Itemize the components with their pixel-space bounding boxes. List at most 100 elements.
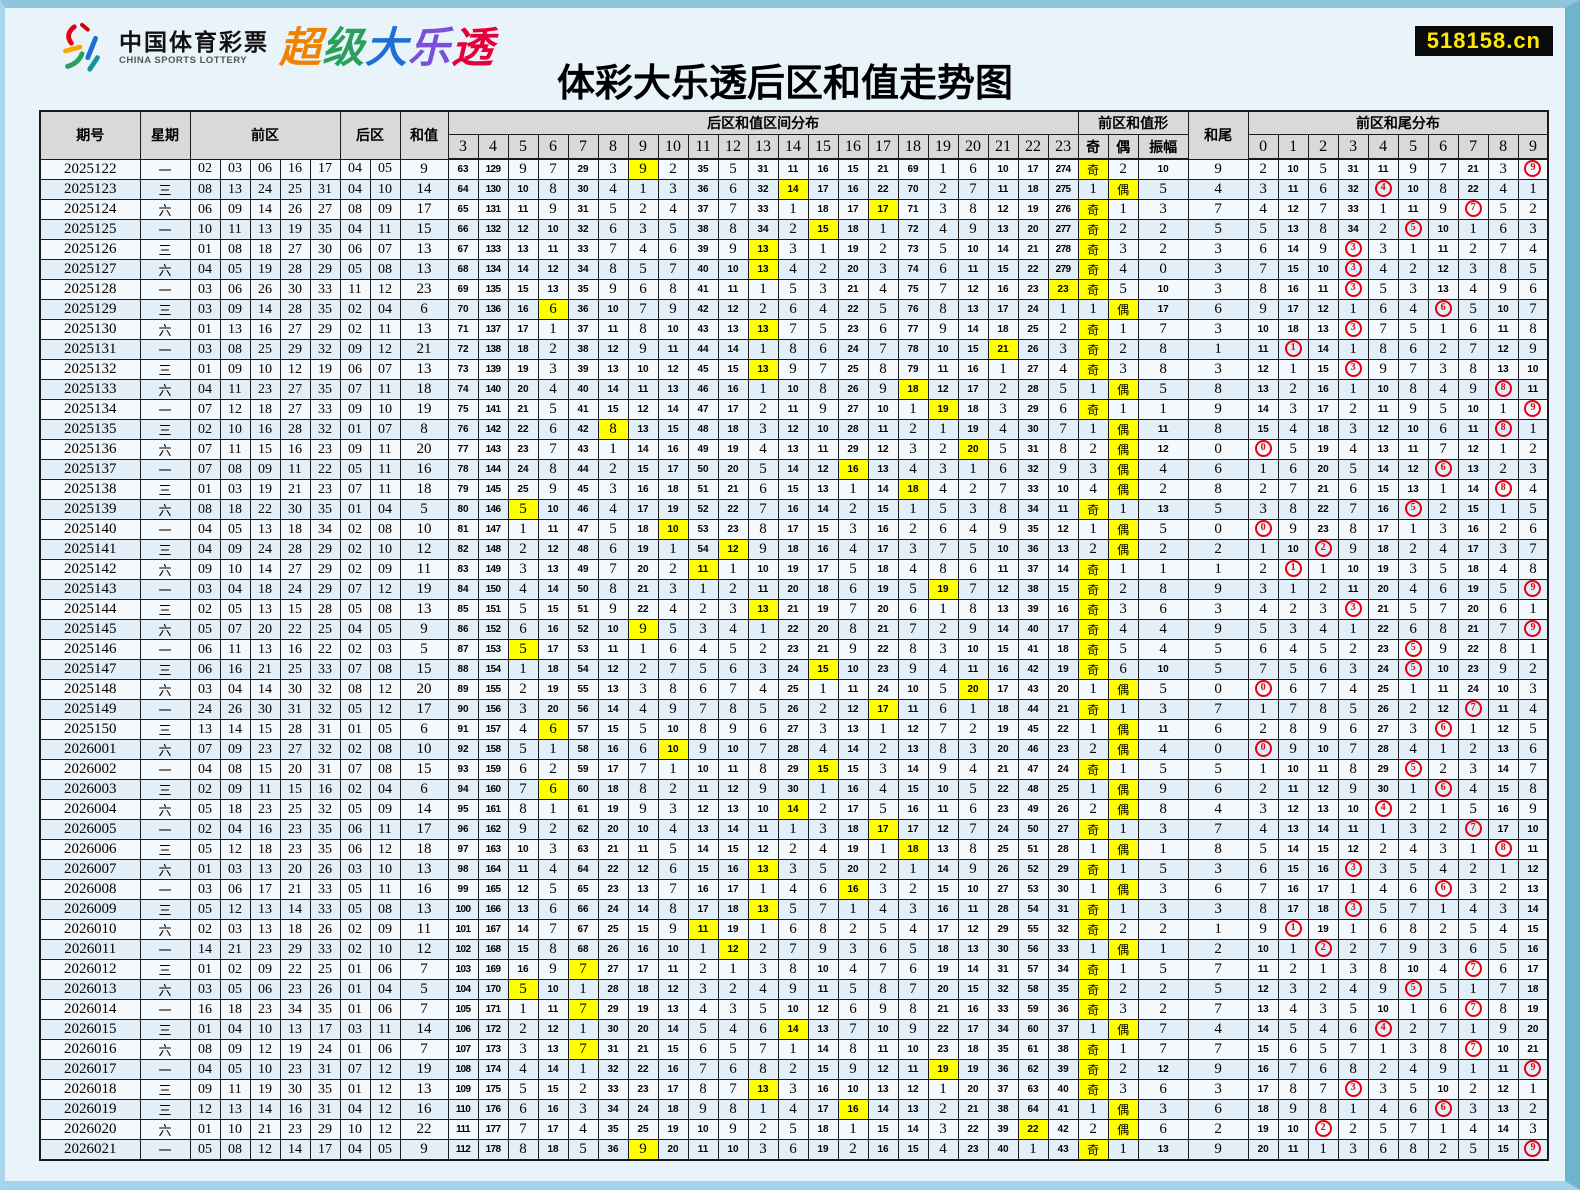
dist-cell: 14 [657,399,689,420]
dist-cell-hit: 15 [807,219,839,240]
front-num: 32 [309,419,341,440]
tail-dist-cell: 23 [1457,659,1489,680]
week-cell: 三 [139,839,191,860]
front-num: 33 [309,659,341,680]
front-num: 06 [189,639,221,660]
dist-cell: 10 [687,759,719,780]
dist-cell: 18 [717,899,749,920]
tail-dist-cell: 1 [1517,1079,1549,1100]
dist-cell: 15 [597,399,629,420]
sum-tail-cell: 6 [1187,779,1249,800]
dist-cell: 22 [777,619,809,640]
tail-dist-cell: 28 [1367,739,1399,760]
week-cell: 一 [139,999,191,1020]
front-num: 25 [279,799,311,820]
back-num: 11 [369,319,401,340]
dist-cell: 35 [1017,519,1049,540]
tail-dist-cell: 15 [1277,859,1309,880]
issue-cell: 2025144 [39,599,141,620]
tail-dist-cell-hit: 7 [1457,199,1489,220]
dist-cell: 13 [597,359,629,380]
dist-cell: 16 [627,479,659,500]
back-num: 04 [339,158,371,180]
dist-cell: 12 [867,1059,899,1080]
dist-cell: 27 [837,399,869,420]
tail-dist-cell-hit: 6 [1427,299,1459,320]
front-num: 08 [219,1139,251,1161]
tail-dist-cell: 1 [1457,219,1489,240]
dist-cell: 76 [447,419,479,440]
tail-dist-cell: 10 [1367,999,1399,1020]
dist-cell: 83 [447,559,479,580]
dist-cell-hit: 7 [567,1039,599,1060]
tail-dist-cell: 13 [1307,319,1339,340]
tail-dist-cell: 13 [1427,279,1459,300]
front-num: 11 [219,379,251,400]
tail-dist-cell: 1 [1367,1039,1399,1060]
dist-cell-hit: 7 [567,999,599,1020]
dist-cell: 5 [927,679,959,700]
back-num: 04 [369,299,401,320]
dist-cell: 11 [1047,499,1079,520]
circled-tail-number: 3 [1344,260,1362,278]
odd-cell-hit: 奇 [1077,959,1109,980]
dist-cell: 2 [807,259,839,280]
back-num: 02 [339,519,371,540]
circled-tail-number: 5 [1404,220,1422,238]
back-num: 03 [369,639,401,660]
tail-dist-cell: 1 [1427,1119,1459,1140]
dist-cell: 67 [567,919,599,940]
page-title: 体彩大乐透后区和值走势图 [556,63,1014,105]
sum-cell: 19 [399,579,449,600]
tail-dist-cell: 4 [1337,439,1369,460]
dist-cell: 2 [897,419,929,440]
tail-dist-cell: 6 [1457,319,1489,340]
dist-cell: 8 [837,1039,869,1060]
tail-dist-cell: 15 [1247,1039,1279,1060]
tail-dist-cell-hit: 0 [1247,439,1279,460]
tail-dist-cell: 21 [1517,1039,1549,1060]
dist-cell: 3 [897,439,929,460]
dist-cell: 3 [777,859,809,880]
dist-cell: 19 [957,1059,989,1080]
back-num: 05 [339,899,371,920]
odd-cell: 1 [1077,519,1109,540]
dist-cell: 3 [507,1039,539,1060]
tail-dist-cell: 1 [1487,399,1519,420]
dist-cell: 3 [627,679,659,700]
dist-cell: 44 [1017,699,1049,720]
front-num: 27 [279,239,311,260]
front-num: 29 [309,259,341,280]
tail-dist-cell-hit: 8 [1487,419,1519,440]
dist-cell: 53 [1017,879,1049,900]
tail-dist-cell: 4 [1277,999,1309,1020]
dist-cell: 17 [627,959,659,980]
dist-cell: 19 [627,539,659,560]
front-num: 10 [219,419,251,440]
tail-dist-cell: 7 [1427,1019,1459,1040]
dist-cell: 52 [1017,859,1049,880]
front-num: 22 [309,639,341,660]
dist-cell: 2 [747,299,779,320]
circled-tail-number: 0 [1254,680,1272,698]
dist-cell: 10 [537,499,569,520]
dist-cell: 5 [777,899,809,920]
dist-cell: 66 [447,219,479,240]
issue-cell: 2026015 [39,1019,141,1040]
tail-dist-cell: 1 [1517,419,1549,440]
dist-cell: 15 [1047,579,1079,600]
tail-dist-cell-hit: 3 [1337,319,1369,340]
dist-cell: 2 [537,339,569,360]
dist-cell: 8 [927,299,959,320]
front-num: 23 [309,479,341,500]
front-num: 23 [279,1119,311,1140]
tail-dist-cell: 15 [1307,359,1339,380]
tail-dist-cell: 5 [1337,459,1369,480]
tail-dist-cell: 14 [1247,1019,1279,1040]
tail-dist-cell: 7 [1277,1059,1309,1080]
dist-cell-hit: 7 [567,959,599,980]
dist-cell: 10 [927,779,959,800]
dist-cell: 4 [777,879,809,900]
back-num: 02 [339,919,371,940]
front-num: 28 [279,419,311,440]
